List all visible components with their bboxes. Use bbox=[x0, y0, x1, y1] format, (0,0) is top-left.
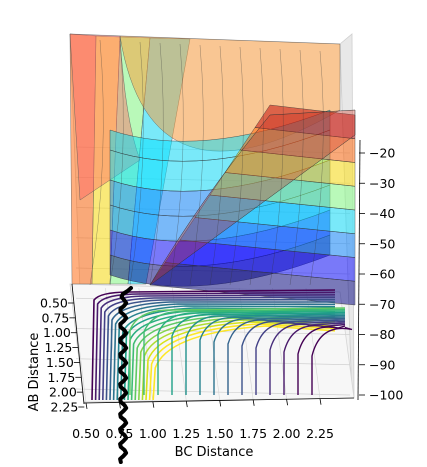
contour-line bbox=[102, 296, 336, 401]
contour-line bbox=[94, 291, 336, 401]
y-tick-label: 0.75 bbox=[42, 310, 70, 325]
surface-mesh-line bbox=[109, 40, 124, 286]
x-tick-mark bbox=[119, 402, 121, 409]
contour-line bbox=[138, 317, 336, 401]
z-axis: −20 −30 −40 −50 −60 −70 −80 −90 −100 bbox=[357, 139, 403, 403]
z-tick-label: −90 bbox=[369, 357, 395, 372]
contour-line bbox=[91, 289, 336, 401]
contour-line bbox=[269, 322, 346, 395]
x-tick-label: 0.50 bbox=[72, 426, 100, 441]
x-tick-label: 1.75 bbox=[239, 426, 267, 441]
y-axis-title: AB Distance bbox=[27, 333, 42, 412]
x-tick-mark bbox=[152, 401, 155, 408]
x-tick-mark bbox=[185, 401, 188, 408]
y-tick-label: 1.00 bbox=[43, 325, 71, 340]
surface-mesh-line bbox=[269, 48, 284, 286]
surface-mesh-line bbox=[209, 45, 224, 286]
x-tick-label: 2.00 bbox=[273, 426, 301, 441]
z-tick-label: −80 bbox=[369, 327, 395, 342]
x-axis: 0.50 0.75 1.00 1.25 1.50 1.75 2.00 2.25 bbox=[72, 397, 355, 441]
surface-mesh-line bbox=[89, 39, 104, 286]
z-tick-label: −40 bbox=[369, 206, 395, 221]
contour-line bbox=[109, 301, 335, 401]
surface-mesh-line bbox=[149, 42, 164, 286]
trajectory-layer bbox=[118, 286, 133, 464]
x-axis-line bbox=[83, 397, 355, 404]
contour-floor bbox=[91, 289, 353, 401]
x-tick-mark bbox=[252, 399, 255, 406]
surface-mesh-line bbox=[289, 49, 304, 286]
surface-mesh-line bbox=[229, 46, 244, 286]
x-tick-mark bbox=[219, 400, 222, 407]
contour-line bbox=[213, 316, 346, 395]
contour-line bbox=[255, 320, 346, 395]
contour-line bbox=[98, 294, 336, 401]
surface-mesh-line bbox=[249, 47, 264, 286]
z-tick-label: −70 bbox=[369, 297, 395, 312]
y-tick-label: 1.25 bbox=[45, 340, 73, 355]
contour-line bbox=[157, 310, 346, 395]
z-tick-label: −60 bbox=[369, 267, 395, 282]
surface-ridge-top bbox=[149, 109, 356, 286]
x-axis-title: BC Distance bbox=[175, 445, 254, 460]
z-tick-label: −50 bbox=[369, 236, 395, 251]
contour-line bbox=[199, 314, 346, 395]
contour-line bbox=[227, 317, 346, 395]
x-tick-label: 1.25 bbox=[172, 426, 200, 441]
y-axis-line bbox=[71, 283, 85, 405]
contour-line bbox=[129, 307, 346, 395]
surface-mesh-line bbox=[309, 50, 324, 286]
contour-line bbox=[241, 319, 346, 395]
z-tick-label: −100 bbox=[369, 388, 403, 403]
x-tick-label: 1.50 bbox=[206, 426, 234, 441]
contour-line bbox=[148, 323, 336, 401]
y-tick-label: 1.75 bbox=[47, 370, 75, 385]
contour-line bbox=[311, 326, 353, 395]
x-tick-mark bbox=[286, 399, 288, 406]
y-axis: 0.500.751.001.251.501.752.002.25 bbox=[40, 283, 85, 415]
y-tick-label: 1.50 bbox=[46, 355, 74, 370]
x-tick-label: 1.00 bbox=[139, 426, 167, 441]
contour-line bbox=[171, 311, 346, 395]
contour-line bbox=[185, 313, 346, 395]
x-tick-label: 2.25 bbox=[306, 426, 334, 441]
y-tick-label: 2.00 bbox=[49, 385, 77, 400]
x-tick-mark bbox=[85, 402, 88, 410]
y-tick-label: 0.50 bbox=[40, 296, 68, 311]
z-tick-label: −20 bbox=[369, 146, 395, 161]
contour-line bbox=[143, 308, 346, 395]
z-tick-label: −30 bbox=[369, 176, 395, 191]
energy-surface bbox=[69, 33, 356, 306]
surface-mesh-line bbox=[189, 44, 204, 286]
contour-line bbox=[283, 323, 346, 395]
contour-line bbox=[145, 321, 336, 401]
y-tick-label: 2.25 bbox=[50, 400, 78, 415]
surface-mesh-line bbox=[129, 41, 144, 286]
surface-mesh-line bbox=[169, 43, 184, 286]
x-tick-mark bbox=[319, 398, 322, 405]
trajectory-line bbox=[118, 286, 133, 464]
x-tick-label: 0.75 bbox=[106, 426, 134, 441]
contour-line bbox=[112, 303, 336, 401]
